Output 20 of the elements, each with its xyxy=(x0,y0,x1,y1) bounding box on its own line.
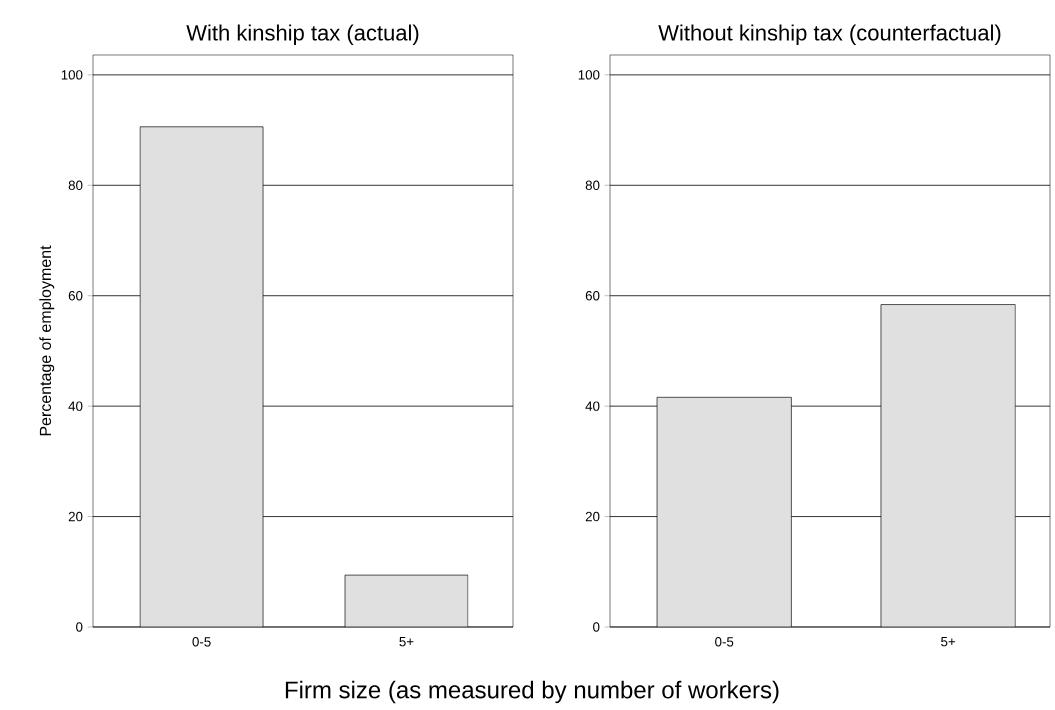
y-tick-label: 60 xyxy=(68,291,83,301)
y-tick-label: 100 xyxy=(578,70,600,80)
y-tick-label: 0 xyxy=(76,622,83,632)
x-tick-label: 0-5 xyxy=(715,637,734,647)
y-tick-label: 80 xyxy=(585,180,600,191)
x-axis-title: Firm size (as measured by number of workers) xyxy=(285,680,779,704)
y-tick-label: 20 xyxy=(585,511,600,522)
y-tick-label: 60 xyxy=(585,291,600,301)
chart-title: With kinship tax (actual) xyxy=(186,24,419,45)
y-tick-label: 100 xyxy=(61,70,83,80)
chart-title: Without kinship tax (counterfactual) xyxy=(658,24,1001,45)
y-tick-label: 20 xyxy=(68,511,83,522)
y-tick-label: 0 xyxy=(593,622,600,632)
x-tick-label: 5+ xyxy=(399,637,414,647)
y-axis-title: Percentage of employment xyxy=(39,245,55,436)
y-tick-label: 40 xyxy=(585,401,600,411)
x-tick-label: 5+ xyxy=(941,637,956,647)
y-tick-label: 80 xyxy=(68,180,83,191)
y-tick-label: 40 xyxy=(68,401,83,411)
x-tick-label: 0-5 xyxy=(192,637,211,647)
